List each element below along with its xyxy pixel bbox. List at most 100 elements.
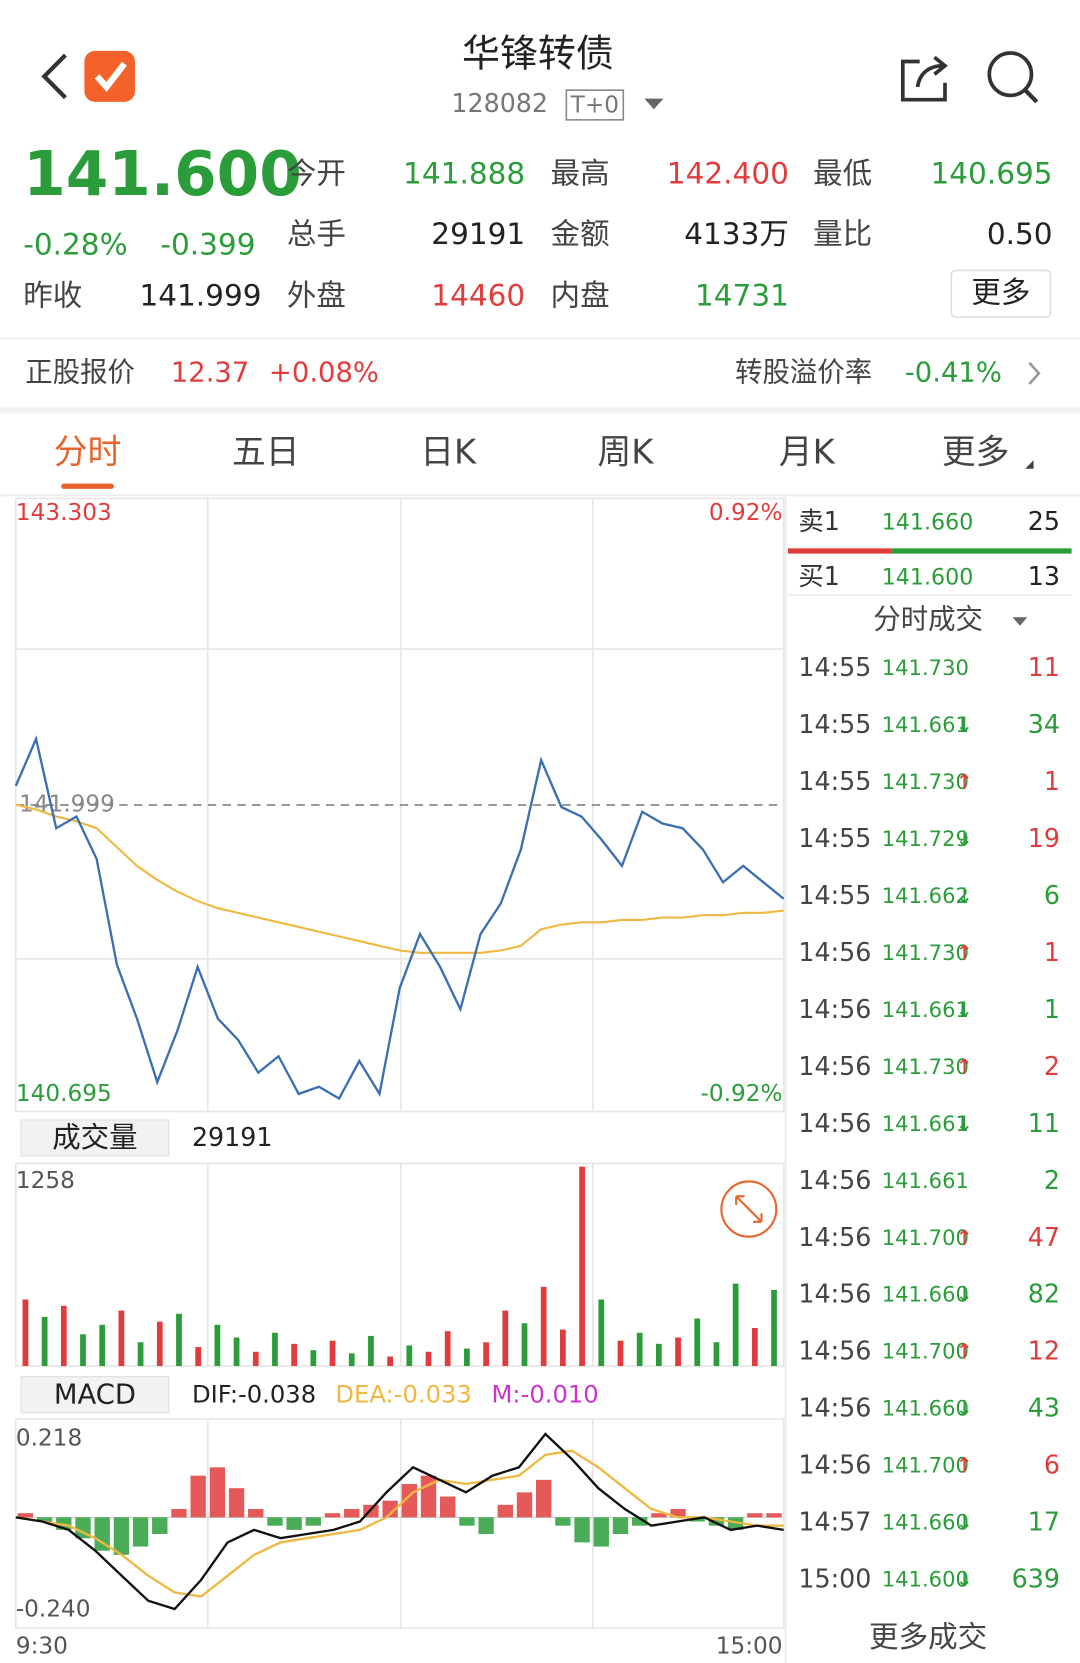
- trade-time: 14:56: [798, 937, 871, 967]
- trade-volume: 1: [1044, 994, 1060, 1024]
- ask-bar: [787, 548, 892, 554]
- field-label: 外盘: [287, 278, 346, 312]
- trade-time: 14:56: [798, 1165, 871, 1195]
- volume-bar: [156, 1321, 163, 1367]
- trade-price: 141.662: [882, 883, 969, 908]
- macd-bar: [267, 1517, 283, 1526]
- trade-volume: 34: [1028, 709, 1060, 739]
- tab[interactable]: 更多: [942, 432, 1009, 471]
- trade-time: 14:55: [798, 766, 871, 796]
- change-pct: -0.28%: [23, 228, 127, 262]
- trade-arrow: ↓: [956, 1396, 974, 1421]
- trade-time: 14:57: [798, 1506, 871, 1536]
- tab[interactable]: 日K: [420, 432, 477, 471]
- tab[interactable]: 周K: [598, 432, 655, 471]
- macd-bar: [17, 1513, 34, 1518]
- macd-bar: [612, 1517, 629, 1535]
- dif-line: [15, 1432, 784, 1611]
- trade-volume: 43: [1028, 1393, 1060, 1423]
- more-trades[interactable]: 更多成交: [869, 1620, 987, 1654]
- trade-arrow: ↓: [956, 712, 974, 737]
- macd-bar: [459, 1517, 475, 1526]
- trade-price: 141.730: [882, 1054, 969, 1079]
- more-button[interactable]: [950, 269, 1052, 318]
- macd-bar: [574, 1517, 590, 1543]
- volume-bar: [732, 1283, 739, 1367]
- y-max-label: 143.303: [16, 499, 112, 526]
- volume-bar: [655, 1343, 662, 1367]
- quote-fields: 今开 141.888 最高 142.400 最低 140.695 总手 29191 金额 4133…: [287, 156, 1053, 312]
- m-label: M:-0.010: [491, 1380, 598, 1409]
- trade-price: 141.660: [882, 1282, 969, 1307]
- macd-tab[interactable]: [20, 1376, 170, 1414]
- trade-volume: 2: [1044, 1165, 1060, 1195]
- share-button[interactable]: [900, 55, 948, 102]
- macd-label: MACD: [54, 1379, 136, 1411]
- more-label: 更多: [971, 275, 1030, 309]
- volume-bar: [540, 1286, 547, 1367]
- trade-price: 141.661: [882, 712, 969, 737]
- trade-price: 141.661: [882, 997, 969, 1022]
- volume-bar: [80, 1334, 86, 1367]
- macd-bar: [36, 1517, 53, 1522]
- price: 141.600: [23, 139, 302, 210]
- app-icon[interactable]: [84, 50, 135, 102]
- trade-arrow: ↓: [956, 1509, 974, 1534]
- tab[interactable]: 月K: [779, 432, 836, 471]
- code: 128082: [451, 88, 548, 118]
- macd-max-label: 0.218: [16, 1425, 82, 1452]
- macd-bar: [497, 1504, 513, 1518]
- macd-bar: [631, 1517, 648, 1526]
- trade-time: 14:55: [798, 823, 871, 853]
- time-end: 15:00: [716, 1633, 783, 1660]
- macd-bar: [113, 1517, 130, 1555]
- trade-time: 14:56: [798, 1336, 871, 1366]
- price-line: [14, 735, 785, 1101]
- dropdown[interactable]: [644, 98, 664, 110]
- macd-bar: [171, 1509, 187, 1518]
- trade-volume: 19: [1028, 823, 1060, 853]
- tab[interactable]: 五日: [232, 432, 299, 471]
- macd-bar: [727, 1517, 744, 1530]
- volume-bar: [406, 1345, 413, 1367]
- chevron[interactable]: [1028, 361, 1041, 385]
- macd-bar: [478, 1517, 494, 1535]
- volume-bar: [118, 1310, 125, 1367]
- volume-bar: [617, 1340, 624, 1367]
- time-start: 9:30: [16, 1633, 68, 1660]
- volume-bar: [272, 1332, 278, 1367]
- trade-volume: 1: [1044, 766, 1060, 796]
- macd-bar: [152, 1517, 168, 1535]
- trades-title[interactable]: 分时成交: [873, 603, 983, 635]
- bid-volume: 13: [1028, 561, 1060, 591]
- search-button[interactable]: [987, 51, 1034, 98]
- volume-tab[interactable]: [20, 1119, 170, 1157]
- trade-arrow: ↑: [956, 1225, 974, 1250]
- volume-bar: [195, 1347, 202, 1367]
- pct-max-label: 0.92%: [709, 499, 783, 526]
- volume-bar: [41, 1316, 48, 1367]
- field-label: 量比: [813, 217, 872, 251]
- trade-arrow: ↓: [956, 1111, 974, 1136]
- ask-price: 141.660: [882, 509, 974, 535]
- macd-bar: [305, 1517, 322, 1526]
- volume-bar: [713, 1342, 720, 1367]
- trade-time: 14:56: [798, 1279, 871, 1309]
- trade-time: 14:55: [798, 880, 871, 910]
- macd-bar: [593, 1517, 609, 1547]
- volume-bar: [560, 1329, 566, 1367]
- dropdown[interactable]: [1012, 617, 1028, 626]
- dea-label: DEA:-0.033: [335, 1380, 471, 1409]
- field-label: 今开: [287, 156, 346, 190]
- tab[interactable]: 分时: [54, 432, 121, 471]
- field-value: 140.695: [930, 156, 1052, 190]
- trade-time: 14:56: [798, 1051, 871, 1081]
- trade-arrow: ↓: [956, 1282, 974, 1307]
- y-min-label: 140.695: [16, 1080, 112, 1107]
- average-line: [15, 803, 784, 954]
- trade-time: 14:55: [798, 652, 871, 682]
- field-value: 4133万: [684, 217, 789, 251]
- back-button[interactable]: [41, 53, 67, 100]
- trade-time: 15:00: [798, 1563, 871, 1593]
